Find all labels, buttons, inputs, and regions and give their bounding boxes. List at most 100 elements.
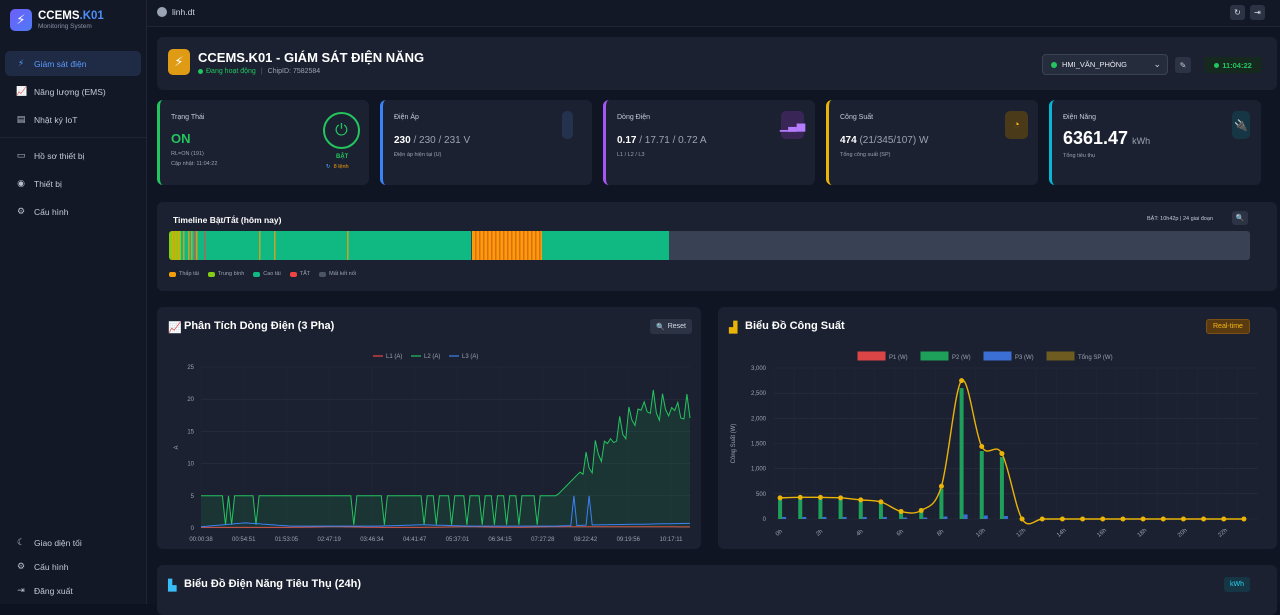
refresh-button[interactable]: ↻	[1230, 5, 1245, 20]
x-tick-label: 10h	[975, 528, 987, 539]
x-tick-label: 06:34:15	[488, 537, 512, 543]
timeline-segment	[204, 231, 206, 260]
status-badge: Đang hoạt động	[198, 68, 256, 75]
stat-card-voltage: Điện Áp 230 / 230 / 231 V Điện áp hiện t…	[380, 100, 592, 185]
total-point	[1100, 516, 1106, 522]
sidebar-item-cau-hinh[interactable]: ⚙ Cấu hình	[16, 206, 69, 217]
timeline-segment	[495, 231, 497, 260]
timeline-segment	[188, 231, 190, 260]
schedule-link[interactable]: ↻ 8 lệnh	[326, 164, 349, 170]
bar	[822, 516, 827, 519]
legend-item: TẮT	[289, 271, 310, 277]
power-bar-chart[interactable]: P1 (W) P2 (W) P3 (W) Tổng SP (W) 0 500 1,000 1,…	[718, 347, 1277, 547]
bar	[999, 457, 1004, 519]
total-point	[1140, 516, 1146, 522]
legend-label: P2 (W)	[952, 355, 971, 361]
bar	[903, 517, 908, 519]
sidebar-bottom-cau-hinh[interactable]: ⚙ Cấu hình	[16, 561, 69, 572]
edit-device-button[interactable]: ✎	[1175, 57, 1191, 73]
logout-button[interactable]: ⇥ Đăng xuất	[17, 585, 73, 596]
y-tick-label: 1,500	[751, 442, 767, 448]
kwh-badge: kWh	[1224, 577, 1250, 592]
device-icon: ◉	[17, 178, 25, 188]
x-tick-label: 00:54:51	[232, 537, 256, 543]
bar	[959, 388, 964, 519]
total-point	[1080, 516, 1086, 522]
timeline-bar[interactable]	[169, 231, 1250, 260]
y-tick-label: 2,000	[751, 416, 767, 422]
timeline-segment	[527, 231, 529, 260]
legend-swatch	[1046, 351, 1075, 361]
total-point	[1221, 516, 1227, 522]
power-toggle[interactable]: ⏻	[323, 112, 360, 149]
total-point	[817, 494, 823, 500]
reset-zoom-button[interactable]: 🔍 Reset	[650, 319, 693, 334]
timeline-segment	[542, 231, 669, 260]
voltage-icon	[562, 111, 573, 139]
search-icon: 🔍	[1235, 215, 1245, 222]
gauge-icon: ◔	[1005, 111, 1028, 139]
chevron-down-icon: ⌄	[1153, 59, 1161, 69]
id-card-icon: ▭	[16, 150, 26, 160]
refresh-icon: ↻	[1234, 8, 1241, 17]
device-header: ⚡ CCEMS.K01 - GIÁM SÁT ĐIỆN NĂNG Đang ho…	[157, 37, 1277, 90]
energy-value: 6361.47 kWh	[1063, 128, 1151, 148]
sidebar-item-giam-sat-dien[interactable]: ⚡ Giám sát điện	[5, 51, 141, 76]
bar	[963, 514, 968, 519]
x-tick-label: 22h	[1217, 528, 1229, 539]
user-menu[interactable]: linh.dt	[157, 7, 195, 17]
y-axis-label: A	[174, 445, 180, 449]
sidebar-item-nang-luong[interactable]: 📈 Năng lượng (EMS)	[16, 86, 106, 97]
y-tick-label: 10	[187, 462, 194, 468]
x-tick-label: 2h	[815, 529, 824, 538]
total-point	[838, 495, 844, 501]
timeline-card: Timeline Bật/Tắt (hôm nay) BẬT: 10h42p |…	[157, 202, 1277, 291]
total-point	[797, 494, 803, 500]
timeline-segment	[491, 231, 493, 260]
timeline-segment	[475, 231, 477, 260]
bar	[802, 516, 807, 519]
search-icon: 🔍	[656, 323, 665, 331]
y-tick-label: 2,500	[751, 391, 767, 397]
x-tick-label: 14h	[1056, 528, 1068, 539]
total-point	[1120, 516, 1126, 522]
total-point	[1019, 516, 1025, 522]
timeline-legend: Thấp tải Trung bình Cao tải TẮT Mất kết nối	[169, 271, 365, 277]
chart-area-icon: ▟	[729, 322, 738, 334]
legend-swatch	[920, 351, 949, 361]
timeline-segment	[178, 231, 180, 260]
gear-icon: ⚙	[16, 206, 26, 216]
timeline-segment	[515, 231, 517, 260]
x-tick-label: 00:00:38	[189, 537, 213, 543]
legend-label: L2 (A)	[424, 354, 440, 360]
device-select[interactable]: HMI_VĂN_PHÒNG ⌄	[1042, 54, 1168, 75]
brand[interactable]: ⚡ CCEMS.K01 Monitoring System	[10, 9, 104, 31]
sidebar-item-nhat-ky-iot[interactable]: ▤ Nhật ký IoT	[16, 114, 78, 125]
current-line-chart[interactable]: L1 (A) L2 (A) L3 (A) 0 5 10 15 20 25 A 00:00:38 00:…	[157, 347, 701, 547]
y-tick-label: 3,000	[751, 366, 767, 372]
total-point	[878, 499, 884, 505]
total-point	[979, 444, 985, 450]
sidebar-item-ho-so-thiet-bi[interactable]: ▭ Hồ sơ thiết bị	[16, 150, 85, 161]
bar	[842, 516, 847, 519]
stat-card-energy: Điện Năng 6361.47 kWh Tổng tiêu thụ 🔌	[1049, 100, 1261, 185]
timeline-segment	[274, 231, 276, 260]
chart-line-icon: 📈	[16, 86, 28, 96]
legend-swatch	[857, 351, 886, 361]
stat-label: Trạng Thái	[171, 114, 205, 121]
x-tick-label: 10:17:11	[660, 537, 684, 543]
bar	[838, 499, 843, 519]
y-axis-label: Công Suất (W)	[731, 424, 737, 464]
current-value: 0.17 / 17.71 / 0.72 A	[617, 135, 707, 146]
dark-mode-toggle[interactable]: ☾ Giao diện tối	[16, 537, 82, 548]
sidebar-item-thiet-bi[interactable]: ◉ Thiết bị	[17, 178, 62, 189]
legend-swatch	[983, 351, 1012, 361]
current-chart-panel: 📈 Phân Tích Dòng Điện (3 Pha) 🔍 Reset L1 …	[157, 307, 701, 549]
realtime-badge: Real-time	[1206, 319, 1250, 334]
total-point	[858, 497, 864, 503]
y-tick-label: 5	[191, 494, 195, 500]
exit-button[interactable]: ⇥	[1250, 5, 1265, 20]
bolt-logo-icon: ⚡	[10, 9, 32, 31]
x-tick-label: 09:19:56	[617, 537, 641, 543]
zoom-button[interactable]: 🔍	[1232, 211, 1248, 225]
